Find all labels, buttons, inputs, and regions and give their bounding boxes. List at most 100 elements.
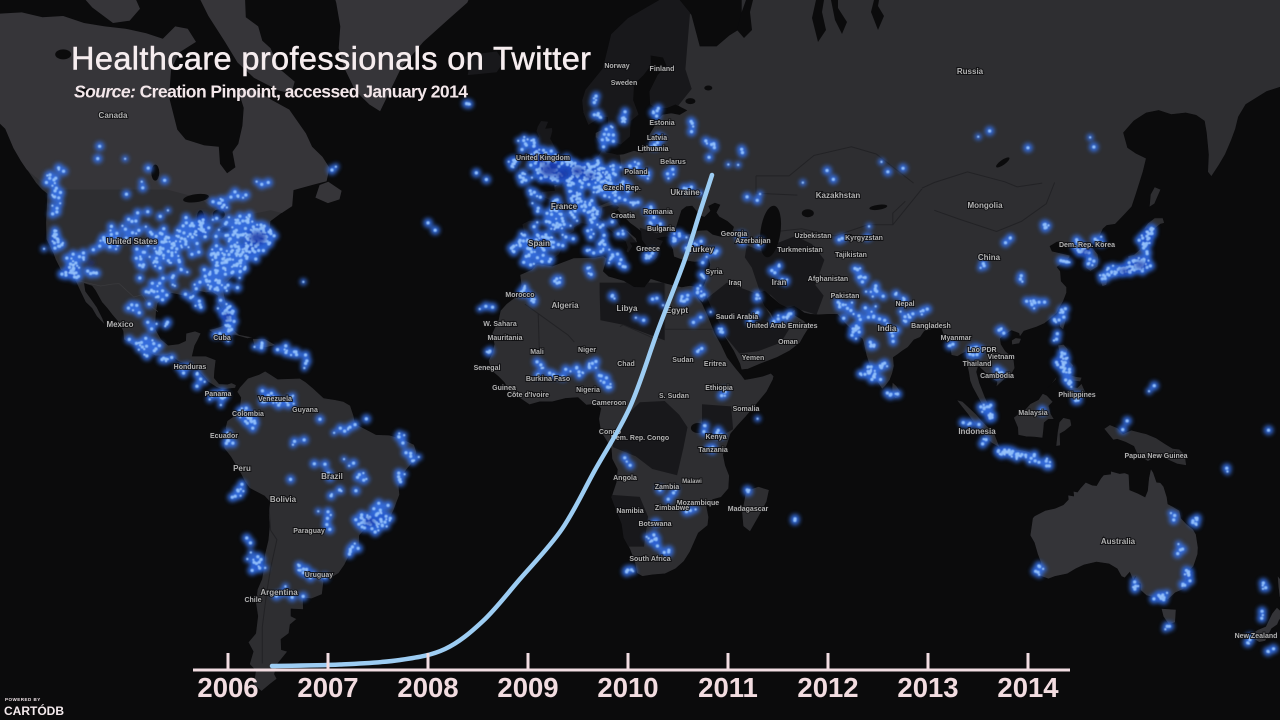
svg-text:China: China — [978, 253, 1001, 262]
svg-text:Senegal: Senegal — [474, 365, 501, 372]
svg-text:2014: 2014 — [997, 672, 1059, 703]
svg-text:Peru: Peru — [233, 464, 251, 473]
svg-text:Pakistan: Pakistan — [831, 293, 860, 300]
svg-text:2009: 2009 — [497, 672, 558, 703]
svg-text:United Arab Emirates: United Arab Emirates — [747, 323, 818, 330]
svg-text:Mali: Mali — [530, 349, 544, 356]
svg-text:Healthcare professionals on Tw: Healthcare professionals on Twitter — [71, 41, 591, 77]
svg-text:Guyana: Guyana — [292, 407, 318, 414]
svg-text:Somalia: Somalia — [733, 406, 760, 413]
svg-text:Ukraine: Ukraine — [670, 188, 700, 197]
svg-text:Lithuania: Lithuania — [637, 146, 668, 153]
svg-text:POWERED BY: POWERED BY — [5, 697, 41, 702]
svg-text:Turkey: Turkey — [688, 245, 714, 254]
svg-text:Finland: Finland — [650, 66, 675, 73]
svg-text:Spain: Spain — [528, 239, 550, 248]
svg-text:Botswana: Botswana — [638, 521, 671, 528]
svg-text:Congo: Congo — [599, 429, 621, 436]
svg-text:Niger: Niger — [578, 347, 596, 354]
svg-text:Romania: Romania — [643, 209, 673, 216]
svg-text:Panama: Panama — [205, 391, 232, 398]
svg-text:Thailand: Thailand — [963, 361, 992, 368]
svg-text:Libya: Libya — [617, 304, 638, 313]
svg-text:2013: 2013 — [897, 672, 958, 703]
svg-text:Kenya: Kenya — [705, 434, 726, 441]
svg-text:Namibia: Namibia — [616, 508, 643, 515]
svg-text:Dem. Rep. Korea: Dem. Rep. Korea — [1059, 242, 1115, 249]
svg-text:Tanzania: Tanzania — [698, 447, 728, 454]
svg-text:Guinea: Guinea — [492, 385, 516, 392]
svg-text:Malaysia: Malaysia — [1018, 410, 1047, 417]
svg-text:Chile: Chile — [244, 597, 261, 604]
svg-text:Mongolia: Mongolia — [967, 201, 1003, 210]
svg-text:Cuba: Cuba — [213, 335, 231, 342]
svg-text:India: India — [878, 324, 897, 333]
svg-text:Ethiopia: Ethiopia — [705, 385, 733, 392]
svg-text:Cambodia: Cambodia — [980, 373, 1014, 380]
svg-text:Indonesia: Indonesia — [958, 427, 996, 436]
svg-text:Sweden: Sweden — [611, 80, 637, 87]
svg-text:Russia: Russia — [957, 67, 984, 76]
svg-text:Myanmar: Myanmar — [941, 335, 972, 342]
svg-text:Brazil: Brazil — [321, 472, 343, 481]
svg-text:Kyrgyzstan: Kyrgyzstan — [845, 235, 883, 242]
svg-text:Madagascar: Madagascar — [728, 506, 769, 513]
svg-text:Paraguay: Paraguay — [293, 528, 325, 535]
svg-text:Algeria: Algeria — [551, 301, 579, 310]
svg-text:Turkmenistan: Turkmenistan — [777, 247, 822, 254]
svg-text:Ecuador: Ecuador — [210, 433, 238, 440]
svg-text:Burkina Faso: Burkina Faso — [526, 376, 570, 383]
svg-text:2008: 2008 — [397, 672, 458, 703]
svg-text:New Zealand: New Zealand — [1235, 633, 1278, 640]
svg-text:S. Sudan: S. Sudan — [659, 393, 689, 400]
svg-text:Dem. Rep. Congo: Dem. Rep. Congo — [611, 435, 669, 442]
svg-text:Australia: Australia — [1101, 537, 1136, 546]
svg-text:2012: 2012 — [797, 672, 858, 703]
svg-text:Zimbabwe: Zimbabwe — [655, 505, 689, 512]
svg-text:Zambia: Zambia — [655, 484, 680, 491]
svg-text:Angola: Angola — [613, 475, 637, 482]
svg-text:2010: 2010 — [597, 672, 658, 703]
svg-text:Syria: Syria — [705, 269, 722, 276]
svg-text:Nepal: Nepal — [895, 301, 914, 308]
svg-text:Oman: Oman — [778, 339, 798, 346]
svg-text:Croatia: Croatia — [611, 213, 635, 220]
svg-text:Afghanistan: Afghanistan — [808, 276, 848, 283]
svg-text:Eritrea: Eritrea — [704, 361, 726, 368]
svg-text:Kazakhstan: Kazakhstan — [816, 191, 861, 200]
svg-text:Yemen: Yemen — [742, 355, 765, 362]
svg-text:Czech Rep.: Czech Rep. — [603, 185, 641, 192]
svg-text:Saudi Arabia: Saudi Arabia — [716, 314, 759, 321]
svg-text:Nigeria: Nigeria — [576, 387, 600, 394]
svg-text:Tajikistan: Tajikistan — [835, 252, 867, 259]
svg-text:Azerbaijan: Azerbaijan — [735, 238, 770, 245]
svg-text:South Africa: South Africa — [629, 556, 670, 563]
svg-text:Iraq: Iraq — [729, 280, 742, 287]
svg-text:Estonia: Estonia — [649, 120, 674, 127]
svg-text:Uruguay: Uruguay — [305, 572, 334, 579]
svg-text:W. Sahara: W. Sahara — [483, 321, 517, 328]
svg-text:Venezuela: Venezuela — [258, 396, 292, 403]
svg-text:Egypt: Egypt — [666, 306, 689, 315]
svg-text:Côte d'Ivoire: Côte d'Ivoire — [507, 392, 549, 399]
svg-text:Sudan: Sudan — [672, 357, 693, 364]
svg-text:Bulgaria: Bulgaria — [647, 226, 675, 233]
svg-text:Iran: Iran — [772, 278, 787, 287]
svg-text:Source: Creation Pinpoint, acc: Source: Creation Pinpoint, accessed Janu… — [74, 82, 468, 102]
svg-text:Vietnam: Vietnam — [987, 354, 1014, 361]
svg-text:2006: 2006 — [197, 672, 258, 703]
svg-text:CARTÓDB: CARTÓDB — [4, 703, 64, 718]
svg-text:Latvia: Latvia — [647, 135, 667, 142]
svg-text:Papua New Guinea: Papua New Guinea — [1124, 453, 1187, 460]
svg-text:United States: United States — [106, 237, 158, 246]
svg-text:2007: 2007 — [297, 672, 358, 703]
svg-text:Georgia: Georgia — [721, 231, 748, 238]
svg-text:Uzbekistan: Uzbekistan — [795, 233, 832, 240]
svg-text:United Kingdom: United Kingdom — [516, 155, 570, 162]
svg-text:Mauritania: Mauritania — [487, 335, 522, 342]
svg-text:Lao PDR: Lao PDR — [967, 347, 996, 354]
svg-text:Honduras: Honduras — [174, 364, 207, 371]
svg-text:Bolivia: Bolivia — [270, 495, 297, 504]
svg-text:Malawi: Malawi — [682, 479, 702, 485]
svg-text:Argentina: Argentina — [260, 588, 298, 597]
